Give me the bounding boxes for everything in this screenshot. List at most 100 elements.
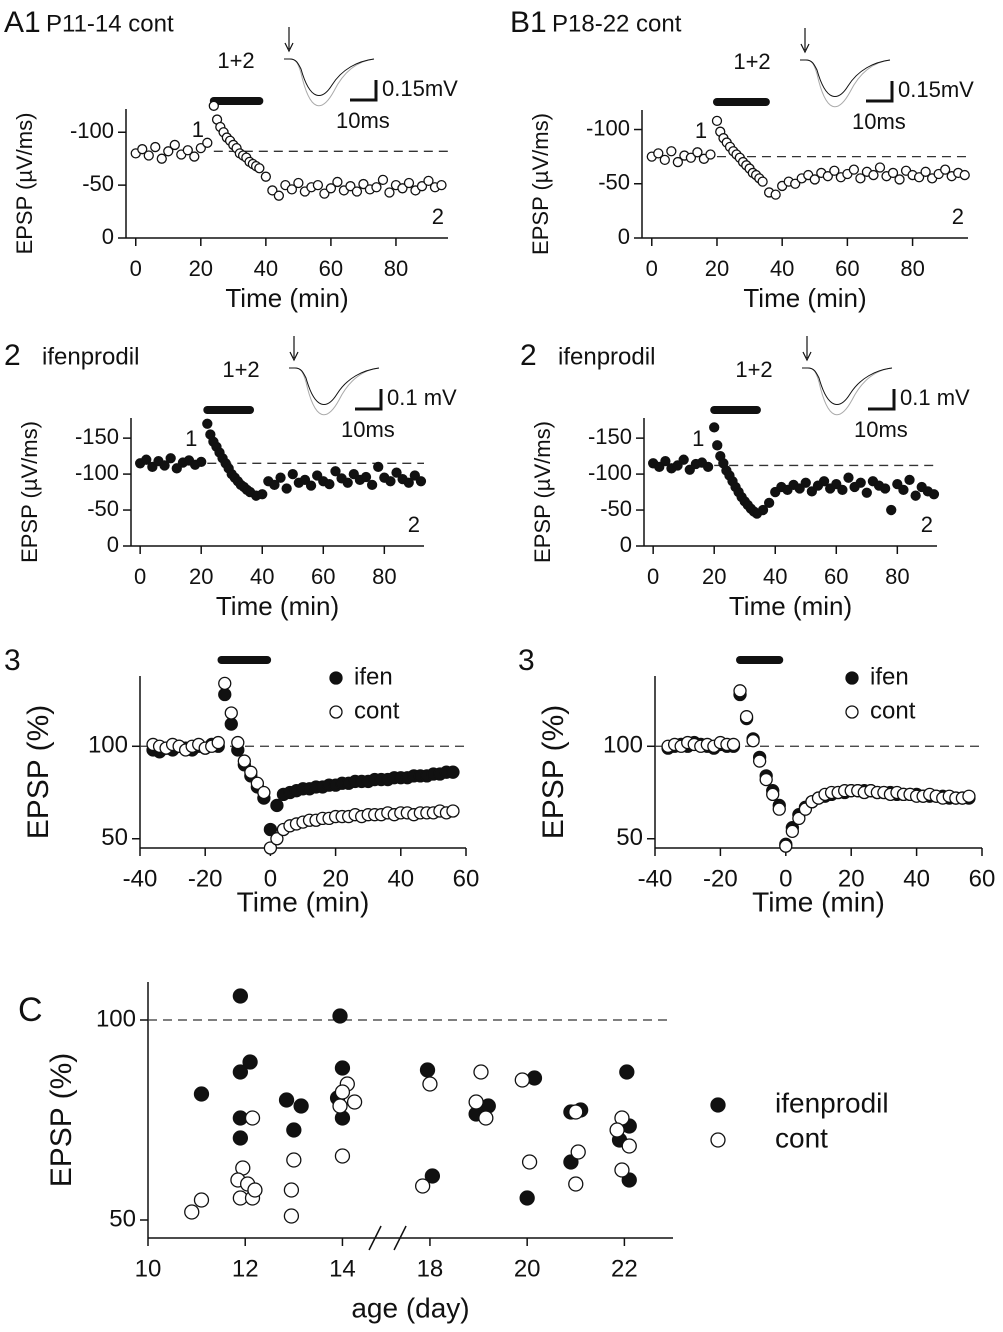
x-axis-label: Time (min) — [225, 283, 348, 313]
panel: C 50 100 10 12 14 18 20 22 age (day) EPSP (%) ifenp… — [18, 982, 889, 1323]
data-point — [211, 735, 225, 750]
scale-label: 10ms — [852, 109, 906, 134]
legend-marker — [710, 1097, 726, 1113]
data-point — [772, 802, 786, 816]
y-tick-label: 50 — [616, 824, 643, 851]
inset-trace — [284, 58, 375, 96]
data-point — [759, 772, 773, 787]
data-point — [332, 176, 343, 188]
data-point — [269, 479, 280, 491]
data-point — [837, 484, 848, 496]
data-point — [436, 179, 447, 191]
y-tick-label: 0 — [102, 224, 114, 249]
data-point — [324, 479, 335, 490]
data-point — [330, 466, 341, 477]
data-point — [806, 486, 818, 497]
data-point — [874, 162, 886, 173]
x-tick-label: 60 — [311, 564, 335, 589]
y-tick-label: 100 — [88, 732, 128, 759]
data-point — [843, 472, 854, 483]
y-tick-label: 100 — [603, 732, 643, 759]
x-tick-label: 12 — [232, 1255, 259, 1282]
data-point — [278, 1092, 295, 1108]
data-point — [384, 187, 395, 198]
data-point — [237, 754, 251, 768]
y-tick-label: 0 — [618, 224, 630, 249]
data-point — [360, 471, 372, 483]
annotation: 1 — [692, 426, 704, 451]
data-point — [779, 839, 793, 853]
annotation: 1 — [185, 426, 197, 451]
data-point — [403, 177, 415, 189]
stim-arrowhead — [802, 351, 812, 362]
y-axis-label: EPSP (%) — [537, 705, 570, 840]
data-point — [202, 418, 213, 429]
data-point — [141, 454, 152, 465]
data-point — [244, 1110, 261, 1126]
data-point — [711, 115, 723, 126]
data-point — [334, 1148, 351, 1164]
x-tick-label: 80 — [372, 564, 396, 589]
data-point — [281, 483, 292, 494]
data-point — [809, 174, 820, 185]
inset-label: 1+2 — [217, 48, 254, 73]
scale-label: 10ms — [341, 417, 395, 442]
data-point — [270, 798, 284, 813]
scale-label: 0.15mV — [382, 76, 458, 101]
data-point — [312, 470, 323, 481]
axis-break — [368, 1225, 382, 1251]
data-point — [193, 1086, 210, 1102]
data-point — [705, 149, 716, 160]
y-tick-label: -50 — [600, 496, 632, 521]
x-tick-label: 0 — [134, 564, 146, 589]
data-point — [570, 1144, 586, 1160]
x-tick-label: 18 — [417, 1255, 444, 1282]
data-point — [726, 737, 741, 752]
y-axis-label: EPSP (µV/ms) — [528, 113, 553, 255]
data-point — [334, 1060, 351, 1076]
data-point — [218, 676, 232, 691]
data-point — [653, 148, 664, 159]
data-point — [385, 476, 396, 487]
data-point — [478, 1110, 494, 1126]
annotation: 2 — [408, 512, 420, 537]
data-point — [422, 1076, 438, 1092]
legend-label: cont — [354, 697, 400, 724]
annotation: 2 — [952, 204, 964, 229]
y-tick-label: -150 — [75, 424, 119, 449]
data-point — [800, 477, 811, 488]
y-tick-label: -50 — [87, 496, 119, 521]
data-point — [273, 190, 285, 201]
data-point — [848, 164, 860, 175]
y-axis-label: EPSP (µV/ms) — [530, 421, 555, 563]
data-point — [260, 171, 272, 182]
data-point — [250, 776, 265, 790]
data-point — [446, 765, 460, 779]
panel: A1 P11-14 cont 0 -50 -100 0 20 40 60 80 Time (min)… — [4, 6, 458, 313]
data-point — [855, 477, 866, 488]
data-point — [415, 1178, 431, 1194]
data-point — [189, 151, 200, 162]
data-point — [224, 717, 238, 731]
data-point — [685, 152, 697, 163]
data-point — [397, 183, 408, 194]
y-tick-label: -100 — [586, 115, 630, 140]
data-point — [621, 1138, 637, 1154]
data-point — [920, 166, 931, 177]
panel: 3 50 100 -40 -20 0 20 40 60 Time (min) EPSP (%) ife… — [518, 644, 995, 917]
x-tick-label: -40 — [638, 865, 673, 892]
x-axis-label: Time (min) — [216, 591, 339, 621]
data-point — [614, 1162, 630, 1178]
inset-label: 1+2 — [733, 49, 770, 74]
data-point — [446, 804, 460, 818]
inset-trace — [802, 367, 893, 405]
scale-bar — [355, 389, 383, 411]
data-point — [962, 789, 976, 803]
data-point — [619, 1064, 635, 1080]
data-point — [346, 1094, 363, 1110]
data-point — [672, 156, 684, 168]
x-tick-label: 20 — [514, 1255, 541, 1282]
data-point — [150, 141, 161, 153]
data-point — [147, 461, 158, 473]
